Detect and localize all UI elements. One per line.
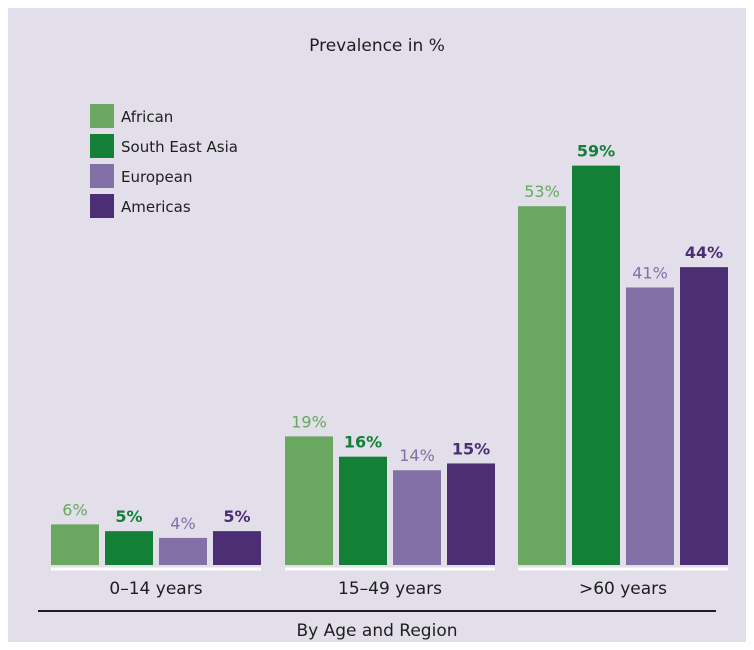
bar-americas-60-years (680, 267, 728, 565)
x-tick-label: 15–49 years (338, 579, 442, 599)
bar-value-label: 59% (577, 142, 615, 161)
bar-value-label: 53% (524, 182, 560, 201)
legend-label-south-east-asia: South East Asia (121, 138, 238, 156)
legend-swatch-south-east-asia (90, 134, 114, 158)
bar-african-60-years (518, 206, 566, 565)
legend-swatch-european (90, 164, 114, 188)
bar-african-0-14-years (51, 524, 99, 565)
bar-value-label: 5% (115, 507, 142, 526)
legend-swatch-african (90, 104, 114, 128)
x-tick-label: 0–14 years (109, 579, 202, 599)
bar-value-label: 19% (291, 412, 327, 431)
bar-value-label: 6% (62, 500, 87, 519)
bar-americas-15-49-years (447, 463, 495, 565)
bar-south-east-asia-0-14-years (105, 531, 153, 565)
bar-chart: Prevalence in % African South East Asia Eu… (38, 36, 728, 641)
bar-value-label: 41% (632, 263, 668, 282)
bar-value-label: 44% (685, 243, 723, 262)
x-axis-label: By Age and Region (297, 621, 458, 641)
bar-value-label: 14% (399, 446, 435, 465)
bar-value-label: 5% (223, 507, 250, 526)
bar-americas-0-14-years (213, 531, 261, 565)
legend-label-european: European (121, 168, 192, 186)
bar-south-east-asia-60-years (572, 165, 620, 565)
x-tick-label: >60 years (579, 579, 667, 599)
bar-value-label: 16% (344, 433, 382, 452)
bar-european-0-14-years (159, 537, 207, 565)
bar-value-labels: 6% 5% 4% 5% 19% 16% 14% 15% 53% 59% 41% 44% (62, 142, 723, 533)
legend-label-americas: Americas (121, 198, 191, 216)
category-axis: 0–14 years 15–49 years >60 years (51, 567, 728, 599)
chart-title: Prevalence in % (309, 36, 445, 56)
bar-value-label: 15% (452, 439, 490, 458)
bars-group (51, 165, 728, 565)
legend: African South East Asia European Americas (90, 104, 238, 218)
bar-african-15-49-years (285, 436, 333, 565)
bar-south-east-asia-15-49-years (339, 456, 387, 565)
chart-panel: Prevalence in % African South East Asia Eu… (8, 8, 746, 642)
legend-label-african: African (121, 108, 173, 126)
bar-value-label: 4% (170, 514, 195, 533)
bar-european-15-49-years (393, 470, 441, 565)
legend-swatch-americas (90, 194, 114, 218)
bar-european-60-years (626, 287, 674, 565)
